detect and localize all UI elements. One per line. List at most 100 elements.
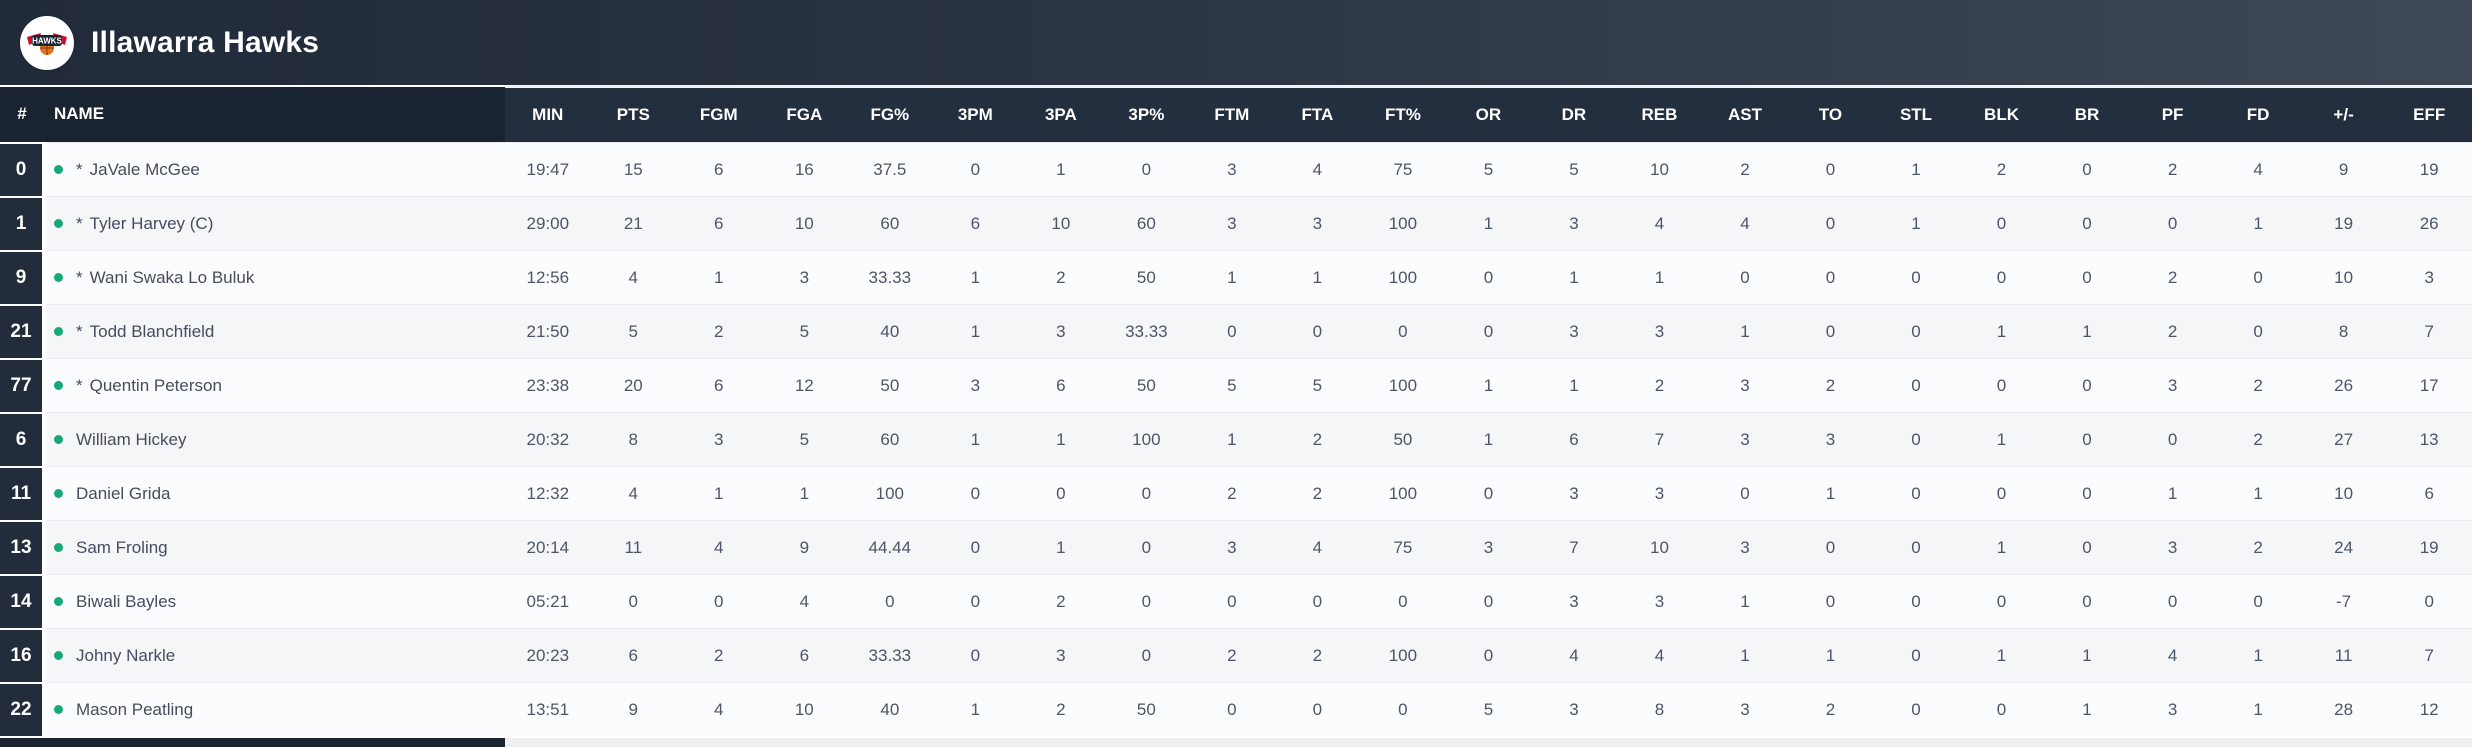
stat-cell-pts: 11 <box>590 520 677 575</box>
stat-cell-eff: 13 <box>2386 412 2472 467</box>
stat-cell-fgpct: 60 <box>847 196 933 251</box>
table-body: 0 * JaVale McGee 19:47 15 6 16 37.5 0 1 0 3 4 75 5 5 10 2… <box>0 141 2472 738</box>
stat-cell-3pm: 1 <box>932 250 1019 305</box>
stat-cell-ast: 3 <box>1702 682 1788 737</box>
stat-cell-fgm: 4 <box>676 520 762 575</box>
stat-cell-to: 2 <box>1787 358 1874 413</box>
player-name-cell[interactable]: * Quentin Peterson <box>44 358 505 413</box>
stat-cell-ftm: 0 <box>1189 682 1275 737</box>
stat-cell-dr: 3 <box>1531 682 1617 737</box>
stat-cell-3ppct: 0 <box>1103 466 1190 521</box>
stat-cell-dr: 4 <box>1531 628 1617 683</box>
player-name-cell[interactable]: * Tyler Harvey (C) <box>44 196 505 251</box>
column-header-pts: PTS <box>590 85 677 143</box>
stat-cell-ftm: 2 <box>1189 466 1275 521</box>
stat-cell-fd: 0 <box>2215 250 2301 305</box>
player-row: 11 Daniel Grida 12:32 4 1 1 100 0 0 0 2 2 100 0 3 3 0 1 0 0… <box>0 465 2472 522</box>
stat-cell-pf: 4 <box>2129 628 2216 683</box>
stat-cell-plus-minus: 8 <box>2300 304 2387 359</box>
column-header-ast: AST <box>1702 85 1788 143</box>
stat-cell-3pa: 1 <box>1018 412 1104 467</box>
starter-marker: * <box>76 267 83 287</box>
stat-cell-pf: 0 <box>2129 412 2216 467</box>
stat-cell-fga: 9 <box>761 520 848 575</box>
column-header-or: OR <box>1445 85 1532 143</box>
column-header-ftm: FTM <box>1189 85 1275 143</box>
starter-marker: * <box>76 213 83 233</box>
stat-cell-or: 0 <box>1445 628 1532 683</box>
stat-cell-blk: 0 <box>1958 358 2045 413</box>
player-row: 22 Mason Peatling 13:51 9 4 10 40 1 2 50 0 0 0 5 3 8 3 2 0… <box>0 681 2472 738</box>
column-header-fd: FD <box>2215 85 2301 143</box>
stat-cell-pts: 5 <box>590 304 677 359</box>
stat-cell-ftm: 3 <box>1189 520 1275 575</box>
stat-cell-fgm: 1 <box>676 466 762 521</box>
stat-cell-min: 21:50 <box>505 304 591 359</box>
stat-cell-fga: 5 <box>761 304 848 359</box>
stat-cell-3ppct: 0 <box>1103 628 1190 683</box>
stat-cell-3pa: 2 <box>1018 574 1104 629</box>
player-name-cell[interactable]: Sam Froling <box>44 520 505 575</box>
stat-cell-fgpct: 100 <box>847 466 933 521</box>
player-number-cell: 16 <box>0 627 46 684</box>
player-row: 13 Sam Froling 20:14 11 4 9 44.44 0 1 0 3 4 75 3 7 10 3 0… <box>0 519 2472 576</box>
player-name-cell[interactable]: * Wani Swaka Lo Buluk <box>44 250 505 305</box>
stat-cell-fga: 4 <box>761 574 848 629</box>
stat-cell-fgpct: 44.44 <box>847 520 933 575</box>
player-name-cell[interactable]: William Hickey <box>44 412 505 467</box>
stat-cell-or: 1 <box>1445 358 1532 413</box>
player-number-cell: 11 <box>0 465 46 522</box>
stat-cell-fd: 0 <box>2215 304 2301 359</box>
team-name-title: Illawarra Hawks <box>91 25 320 59</box>
stat-cell-stl: 1 <box>1873 142 1959 197</box>
stat-cell-to: 2 <box>1787 682 1874 737</box>
stat-cell-or: 0 <box>1445 466 1532 521</box>
stat-cell-to: 0 <box>1787 520 1874 575</box>
player-name-cell[interactable]: * JaVale McGee <box>44 142 505 197</box>
stat-cell-ftpct: 100 <box>1360 358 1446 413</box>
player-number-cell: 77 <box>0 357 46 414</box>
stat-cell-plus-minus: 9 <box>2300 142 2387 197</box>
player-name-cell[interactable]: Biwali Bayles <box>44 574 505 629</box>
player-row: 16 Johny Narkle 20:23 6 2 6 33.33 0 3 0 2 2 100 0 4 4 1 1… <box>0 627 2472 684</box>
stat-cell-3pm: 1 <box>932 682 1019 737</box>
stat-cell-ast: 2 <box>1702 142 1788 197</box>
stat-cell-br: 0 <box>2044 358 2130 413</box>
player-name-cell[interactable]: Johny Narkle <box>44 628 505 683</box>
stat-cell-ftpct: 0 <box>1360 304 1446 359</box>
stat-cell-br: 0 <box>2044 196 2130 251</box>
player-name-cell[interactable]: Mason Peatling <box>44 682 505 737</box>
stat-cell-fd: 1 <box>2215 466 2301 521</box>
column-header-fgpct: FG% <box>847 85 933 143</box>
stat-cell-3pm: 0 <box>932 574 1019 629</box>
stat-cell-dr: 3 <box>1531 304 1617 359</box>
stat-cell-reb: 10 <box>1616 142 1703 197</box>
column-header-fgm: FGM <box>676 85 762 143</box>
stat-cell-fga: 3 <box>761 250 848 305</box>
team-logo: HAWKS <box>20 15 74 70</box>
stat-cell-ast: 3 <box>1702 358 1788 413</box>
stat-cell-reb: 3 <box>1616 574 1703 629</box>
stat-cell-3pa: 6 <box>1018 358 1104 413</box>
stat-cell-eff: 26 <box>2386 196 2472 251</box>
stat-cell-fta: 2 <box>1274 628 1361 683</box>
stat-cell-reb: 7 <box>1616 412 1703 467</box>
player-name-cell[interactable]: * Todd Blanchfield <box>44 304 505 359</box>
stat-cell-ftm: 1 <box>1189 250 1275 305</box>
stat-cell-fta: 4 <box>1274 142 1361 197</box>
stat-cell-3pa: 10 <box>1018 196 1104 251</box>
stat-cell-3pm: 0 <box>932 142 1019 197</box>
stat-cell-ftpct: 50 <box>1360 412 1446 467</box>
player-name-cell[interactable]: Daniel Grida <box>44 466 505 521</box>
stat-cell-fga: 16 <box>761 142 848 197</box>
stat-cell-fgm: 6 <box>676 196 762 251</box>
stat-cell-ftpct: 100 <box>1360 196 1446 251</box>
stat-cell-3ppct: 60 <box>1103 196 1190 251</box>
stat-cell-plus-minus: -7 <box>2300 574 2387 629</box>
player-row: 1 * Tyler Harvey (C) 29:00 21 6 10 60 6 10 60 3 3 100… <box>0 195 2472 252</box>
stat-cell-3ppct: 33.33 <box>1103 304 1190 359</box>
stat-cell-ftpct: 0 <box>1360 682 1446 737</box>
stat-cell-blk: 0 <box>1958 196 2045 251</box>
stat-cell-eff: 3 <box>2386 250 2472 305</box>
active-status-dot-icon <box>54 651 63 660</box>
